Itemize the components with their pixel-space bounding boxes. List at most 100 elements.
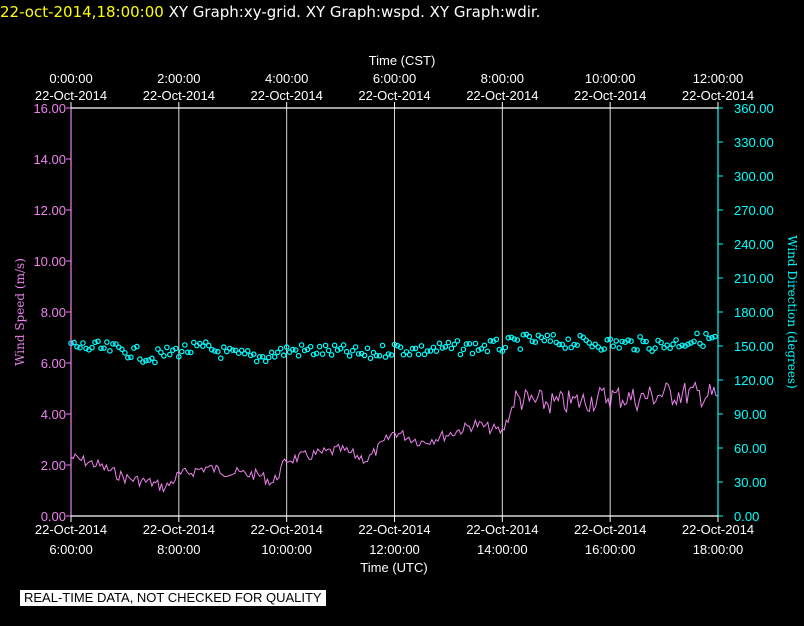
- wind-direction-point: [382, 354, 389, 360]
- wind-direction-point: [218, 355, 224, 362]
- wind-direction-point: [176, 353, 182, 360]
- wind-direction-point: [574, 342, 581, 349]
- wind-direction-point: [424, 348, 431, 354]
- wind-direction-point: [667, 345, 673, 352]
- wind-direction-point: [349, 347, 356, 354]
- wind-direction-point: [712, 333, 718, 340]
- x-bottom-tick-time: 18:00:00: [693, 542, 744, 557]
- wind-direction-point: [472, 340, 479, 347]
- x-top-tick-date: 22-Oct-2014: [682, 88, 754, 103]
- wind-direction-point: [559, 341, 566, 348]
- wind-direction-point: [301, 347, 308, 354]
- wind-direction-point: [673, 337, 679, 343]
- wind-direction-point: [664, 342, 670, 349]
- wind-direction-point: [400, 351, 407, 358]
- x-top-tick-time: 0:00:00: [49, 71, 92, 86]
- x-top-tick-date: 22-Oct-2014: [466, 88, 538, 103]
- wind-direction-point: [250, 351, 257, 358]
- wind-direction-point: [206, 342, 212, 349]
- graph-title-xy-grid: XY Graph:xy-grid.: [168, 3, 301, 21]
- wind-direction-point: [247, 352, 254, 359]
- wind-direction-point: [403, 349, 410, 355]
- wind-direction-point: [95, 338, 101, 345]
- wind-direction-point: [619, 338, 625, 345]
- x-bottom-tick-time: 16:00:00: [585, 542, 636, 557]
- wind-direction-point: [92, 339, 98, 346]
- wind-direction-point: [346, 353, 353, 359]
- wind-direction-point: [271, 354, 278, 360]
- y-left-tick-label: 12.00: [33, 203, 66, 218]
- wind-direction-point: [517, 346, 524, 353]
- wind-direction-point: [188, 349, 194, 356]
- wind-direction-point: [685, 341, 691, 348]
- wind-direction-point: [436, 340, 443, 347]
- wind-direction-point: [538, 334, 545, 341]
- wind-speed-line: [70, 380, 719, 494]
- wind-direction-point: [134, 343, 140, 350]
- wind-direction-point: [631, 346, 637, 353]
- wind-direction-point: [613, 338, 620, 344]
- wind-direction-point: [224, 348, 230, 355]
- wind-direction-point: [289, 346, 296, 353]
- x-bottom-tick-date: 22-Oct-2014: [143, 522, 215, 537]
- wind-direction-point: [355, 351, 362, 357]
- wind-direction-point: [658, 339, 664, 346]
- wind-direction-point: [511, 336, 518, 342]
- wind-direction-point: [397, 344, 404, 351]
- wind-direction-point: [230, 347, 236, 353]
- x-bottom-tick-date: 22-Oct-2014: [35, 522, 107, 537]
- wind-direction-point: [643, 338, 649, 345]
- wind-direction-point: [304, 346, 311, 353]
- y-right-tick-label: 180.00: [734, 305, 774, 320]
- wind-direction-point: [277, 345, 284, 352]
- wind-direction-point: [463, 341, 470, 347]
- wind-direction-point: [215, 348, 221, 355]
- x-bottom-tick-time: 14:00:00: [477, 542, 528, 557]
- wind-direction-point: [370, 349, 377, 356]
- graph-title-wdir: XY Graph:wdir.: [429, 3, 541, 21]
- y-right-tick-label: 90.00: [734, 407, 767, 422]
- y-right-tick-label: 240.00: [734, 237, 774, 252]
- wind-direction-point: [421, 351, 428, 358]
- wind-direction-point: [430, 344, 437, 351]
- wind-direction-point: [167, 351, 173, 358]
- wind-direction-point: [565, 336, 572, 343]
- wind-direction-point: [604, 336, 611, 343]
- graph-header: 22-oct-2014,18:00:00 XY Graph:xy-grid. X…: [0, 2, 540, 22]
- x-bottom-tick-date: 22-Oct-2014: [358, 522, 430, 537]
- wind-direction-point: [352, 344, 359, 350]
- wind-direction-point: [244, 347, 251, 354]
- tick-labels: 22-Oct-2014 6:00:00 22-Oct-2014 8:00:00 22-O…: [33, 71, 773, 557]
- wind-direction-point: [307, 343, 314, 350]
- x-top-tick-time: 12:00:00: [693, 71, 744, 86]
- wind-direction-point: [532, 339, 539, 345]
- wind-direction-point: [158, 349, 164, 356]
- wind-direction-point: [122, 350, 128, 356]
- wind-direction-point: [298, 342, 305, 348]
- wind-direction-point: [328, 352, 335, 358]
- wind-direction-point: [670, 341, 676, 348]
- graph-title-wspd: XY Graph:wspd.: [305, 3, 425, 21]
- wind-direction-point: [634, 347, 640, 353]
- wind-direction-point: [649, 348, 655, 354]
- y-left-tick-label: 2.00: [41, 458, 66, 473]
- wind-direction-point: [71, 339, 77, 346]
- x-top-tick-date: 22-Oct-2014: [251, 88, 323, 103]
- wind-direction-point: [376, 352, 383, 359]
- wind-direction-point: [164, 344, 170, 351]
- wind-direction-point: [466, 340, 473, 347]
- y-left-tick-label: 8.00: [41, 305, 66, 320]
- wind-direction-point: [340, 342, 347, 348]
- wind-direction-point: [493, 336, 500, 343]
- wind-direction-point: [316, 343, 323, 350]
- wind-direction-point: [556, 341, 563, 348]
- wind-direction-point: [598, 347, 605, 353]
- wind-direction-point: [373, 352, 380, 359]
- wind-direction-point: [367, 355, 374, 362]
- wind-direction-point: [110, 341, 116, 347]
- y-right-axis-title: Wind Direction (degrees): [785, 235, 799, 389]
- wind-direction-point: [149, 355, 155, 362]
- x-top-tick-date: 22-Oct-2014: [35, 88, 107, 103]
- wind-direction-point: [125, 354, 131, 361]
- wind-direction-point: [457, 351, 464, 358]
